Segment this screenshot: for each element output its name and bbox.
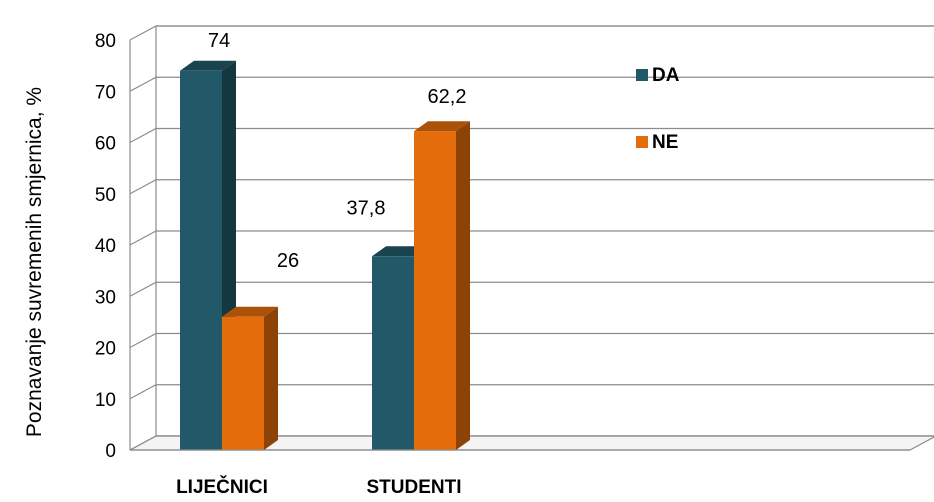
legend-swatch bbox=[636, 136, 648, 148]
bar-top bbox=[414, 121, 470, 132]
y-tick-label: 80 bbox=[95, 31, 116, 52]
x-tick-label: LIJEČNICI bbox=[176, 476, 268, 497]
y-tick-label: 70 bbox=[95, 82, 116, 103]
bar-side bbox=[264, 306, 278, 450]
legend-label: NE bbox=[652, 132, 678, 153]
bar-front bbox=[414, 131, 456, 450]
data-labels: 74 26 37,8 62,2 bbox=[208, 30, 467, 272]
bar-ne-0 bbox=[222, 306, 278, 450]
x-axis: LIJEČNICI STUDENTI bbox=[130, 449, 910, 498]
gridline bbox=[129, 435, 934, 451]
x-tick-label: STUDENTI bbox=[367, 477, 462, 497]
y-tick-label: 40 bbox=[95, 236, 116, 257]
legend-swatch bbox=[636, 69, 648, 81]
legend-label: DA bbox=[652, 65, 680, 86]
bars bbox=[180, 60, 470, 450]
bar-ne-1 bbox=[414, 121, 470, 450]
gridline bbox=[129, 25, 934, 41]
bar-front bbox=[180, 70, 222, 450]
gridlines bbox=[129, 25, 934, 451]
legend: DA NE bbox=[636, 65, 680, 153]
gridline bbox=[129, 76, 934, 92]
y-tick-label: 10 bbox=[95, 390, 116, 411]
legend-item-da: DA bbox=[636, 65, 680, 86]
gridline bbox=[129, 230, 934, 246]
data-label: 26 bbox=[277, 250, 299, 272]
data-label: 37,8 bbox=[347, 197, 386, 219]
y-tick-label: 20 bbox=[95, 339, 116, 360]
y-tick-label: 50 bbox=[95, 185, 116, 206]
y-axis: 0 10 20 30 40 50 60 70 80 bbox=[95, 31, 131, 462]
bar-front bbox=[222, 316, 264, 450]
bar-top bbox=[180, 60, 236, 71]
legend-item-ne: NE bbox=[636, 132, 678, 153]
bar-top bbox=[222, 306, 278, 317]
data-label: 62,2 bbox=[428, 86, 467, 108]
y-tick-label: 0 bbox=[105, 441, 116, 462]
gridline bbox=[129, 281, 934, 297]
data-label: 74 bbox=[208, 30, 230, 52]
gridline bbox=[129, 127, 934, 144]
gridline bbox=[129, 384, 934, 400]
gridline bbox=[129, 332, 934, 349]
gridline bbox=[129, 179, 934, 195]
bar-front bbox=[372, 256, 414, 450]
bar-side bbox=[456, 121, 470, 450]
y-tick-label: 30 bbox=[95, 287, 116, 308]
y-tick-label: 60 bbox=[95, 134, 116, 155]
y-axis-title: Poznavanje suvremenih smjernica, % bbox=[23, 87, 46, 437]
